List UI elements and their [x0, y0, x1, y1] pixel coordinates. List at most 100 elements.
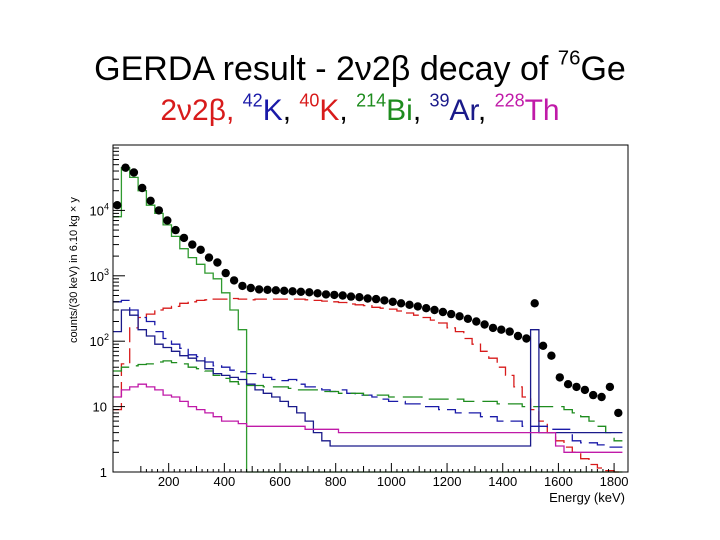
data-point: [129, 168, 139, 177]
subtitle-k40-superscript: 40: [299, 90, 320, 111]
data-point: [330, 290, 339, 300]
y-axis: 1 10 102 103 104: [90, 147, 125, 480]
data-point: [614, 408, 623, 418]
data-point: [280, 286, 289, 295]
data-point: [204, 253, 214, 262]
data-point: [338, 291, 347, 300]
data-point: [229, 276, 239, 285]
data-point: [254, 285, 264, 294]
data-point: [171, 225, 180, 235]
x-tick-label: 400: [213, 474, 235, 489]
subtitle-k40: K: [319, 94, 340, 127]
data-point: [271, 286, 281, 295]
subtitle-k42-superscript: 42: [242, 90, 263, 111]
data-point: [580, 385, 590, 395]
data-point: [522, 334, 531, 343]
data-point: [113, 201, 122, 210]
data-point: [572, 382, 581, 392]
data-point: [563, 380, 573, 389]
subtitle-ar39: Ar: [449, 94, 478, 127]
y-tick-label: 103: [90, 267, 109, 284]
data-point: [371, 294, 381, 304]
x-tick-label: 200: [158, 474, 180, 489]
subtitle-separator: ,: [477, 94, 495, 127]
subtitle-th228: Th: [524, 94, 560, 127]
data-point: [530, 299, 539, 308]
x-tick-label: 1000: [377, 474, 406, 489]
subtitle-nu2beta: 2ν2β,: [160, 94, 243, 127]
y-tick-label: 104: [90, 201, 109, 218]
subtitle-bi214: Bi: [386, 94, 413, 127]
x-axis-label: Energy (keV): [549, 490, 625, 505]
slide-title-superscript: 76: [557, 47, 581, 70]
data-point: [213, 258, 222, 267]
subtitle-separator: ,: [339, 94, 357, 127]
data-point: [547, 351, 556, 360]
series-k42: [113, 299, 623, 448]
slide-subtitle: 2ν2β, 42K, 40K, 214Bi, 39Ar, 228Th: [0, 90, 720, 128]
data-point: [463, 314, 473, 323]
data-point: [296, 287, 306, 296]
data-point: [505, 327, 514, 336]
data-point: [238, 281, 247, 291]
y-axis-label: counts/(30 keV) in 6.10 kg × y: [68, 197, 80, 343]
data-point: [179, 233, 189, 243]
data-point: [455, 312, 464, 321]
data-point: [188, 240, 197, 249]
series-bi214: [113, 360, 623, 442]
x-tick-label: 600: [269, 474, 291, 489]
slide-title-text: GERDA result - 2ν2β decay of: [94, 50, 558, 88]
data-point: [380, 296, 389, 305]
data-point: [480, 320, 489, 329]
x-tick-label: 1400: [488, 474, 517, 489]
data-point: [221, 268, 230, 278]
data-point: [154, 206, 164, 215]
data-point: [555, 373, 564, 382]
x-axis: 200 400 600 800 1000 1200 1400 1600 1800: [140, 463, 629, 489]
data-point: [405, 300, 414, 309]
data-point: [438, 307, 448, 317]
subtitle-ar39-superscript: 39: [429, 90, 450, 111]
data-point: [388, 297, 397, 306]
data-point: [346, 292, 356, 301]
x-tick-label: 1200: [433, 474, 462, 489]
data-point: [422, 304, 431, 313]
data-point: [497, 325, 506, 334]
subtitle-bi214-superscript: 214: [356, 90, 387, 111]
data-point: [355, 293, 364, 302]
data-point: [246, 283, 255, 293]
data-point: [321, 290, 331, 299]
series-th228: [113, 383, 623, 453]
slide-title-element: Ge: [580, 50, 626, 88]
data-point: [313, 289, 322, 298]
data-point: [305, 288, 314, 297]
data-point: [396, 299, 406, 308]
data-point: [288, 287, 297, 296]
series-lines: [113, 167, 623, 473]
subtitle-separator: ,: [282, 94, 300, 127]
data-point: [430, 305, 439, 315]
subtitle-separator: ,: [412, 94, 430, 127]
data-point: [488, 323, 498, 333]
data-point: [163, 216, 172, 225]
x-tick-label: 1600: [544, 474, 573, 489]
y-tick-label: 102: [90, 332, 109, 349]
data-point: [413, 302, 422, 311]
data-point: [121, 163, 130, 172]
data-points: [113, 163, 623, 418]
x-tick-label: 1800: [600, 474, 629, 489]
series-ar39: [113, 309, 623, 447]
data-point: [513, 331, 523, 341]
subtitle-k42: K: [262, 94, 283, 127]
data-point: [363, 294, 372, 303]
data-point: [447, 309, 456, 319]
data-point: [146, 196, 155, 205]
y-tick-label: 1: [100, 465, 107, 480]
data-point: [196, 245, 205, 254]
data-point: [605, 382, 615, 392]
data-point: [538, 341, 548, 350]
data-point: [589, 390, 598, 400]
y-tick-label: 10: [93, 400, 107, 415]
data-point: [472, 317, 481, 326]
